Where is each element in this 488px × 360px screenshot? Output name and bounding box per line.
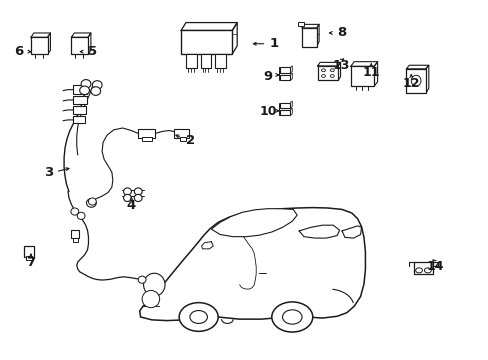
Ellipse shape [330, 69, 333, 72]
Text: 4: 4 [126, 199, 136, 212]
Bar [298, 22, 304, 26]
Ellipse shape [271, 302, 312, 332]
Bar [317, 66, 337, 80]
Ellipse shape [189, 311, 207, 323]
Bar [350, 66, 373, 86]
Bar [138, 129, 155, 138]
Ellipse shape [77, 212, 85, 220]
Text: 6: 6 [15, 45, 24, 58]
Bar [181, 31, 232, 54]
Ellipse shape [143, 273, 164, 296]
Ellipse shape [134, 188, 142, 195]
Bar [26, 256, 32, 260]
Bar [279, 110, 290, 116]
Text: 7: 7 [26, 256, 36, 269]
Ellipse shape [138, 276, 146, 283]
Bar [215, 54, 225, 68]
Bar [71, 37, 88, 54]
Ellipse shape [330, 75, 333, 77]
Ellipse shape [88, 198, 96, 205]
Text: 1: 1 [268, 37, 278, 50]
Bar [24, 246, 34, 257]
Bar [413, 262, 432, 274]
Bar [73, 238, 78, 242]
Ellipse shape [92, 81, 102, 89]
Text: 3: 3 [44, 166, 53, 179]
Bar [73, 85, 87, 94]
Ellipse shape [123, 188, 131, 195]
Bar [71, 230, 79, 238]
Ellipse shape [80, 86, 89, 95]
Ellipse shape [81, 80, 91, 88]
Ellipse shape [134, 194, 142, 202]
Bar [185, 54, 196, 68]
Text: 10: 10 [259, 105, 276, 118]
Text: 8: 8 [337, 27, 346, 40]
PathPatch shape [140, 208, 365, 320]
Ellipse shape [424, 268, 430, 273]
Bar [142, 137, 152, 140]
Ellipse shape [321, 69, 325, 72]
Bar [279, 67, 290, 73]
Bar [180, 137, 185, 140]
Bar [31, 37, 47, 54]
Bar [174, 129, 188, 138]
Ellipse shape [123, 194, 131, 202]
Bar [200, 54, 211, 68]
Ellipse shape [410, 75, 420, 86]
Text: 5: 5 [88, 45, 97, 58]
Ellipse shape [142, 291, 159, 308]
Text: 12: 12 [402, 77, 419, 90]
Bar [73, 116, 84, 123]
Ellipse shape [86, 199, 96, 207]
Text: 14: 14 [426, 260, 444, 273]
Ellipse shape [282, 310, 302, 324]
Text: 9: 9 [263, 69, 272, 82]
Ellipse shape [321, 75, 325, 77]
Text: 13: 13 [332, 59, 349, 72]
Bar [279, 75, 290, 80]
Bar [73, 106, 85, 114]
Ellipse shape [415, 268, 422, 273]
PathPatch shape [211, 209, 297, 237]
Ellipse shape [91, 87, 101, 95]
Text: 2: 2 [186, 134, 195, 147]
Bar [302, 28, 316, 46]
Ellipse shape [179, 303, 218, 331]
Bar [73, 96, 86, 104]
Bar [406, 69, 425, 93]
Text: 11: 11 [362, 66, 379, 79]
Ellipse shape [71, 208, 79, 215]
Bar [279, 103, 290, 108]
